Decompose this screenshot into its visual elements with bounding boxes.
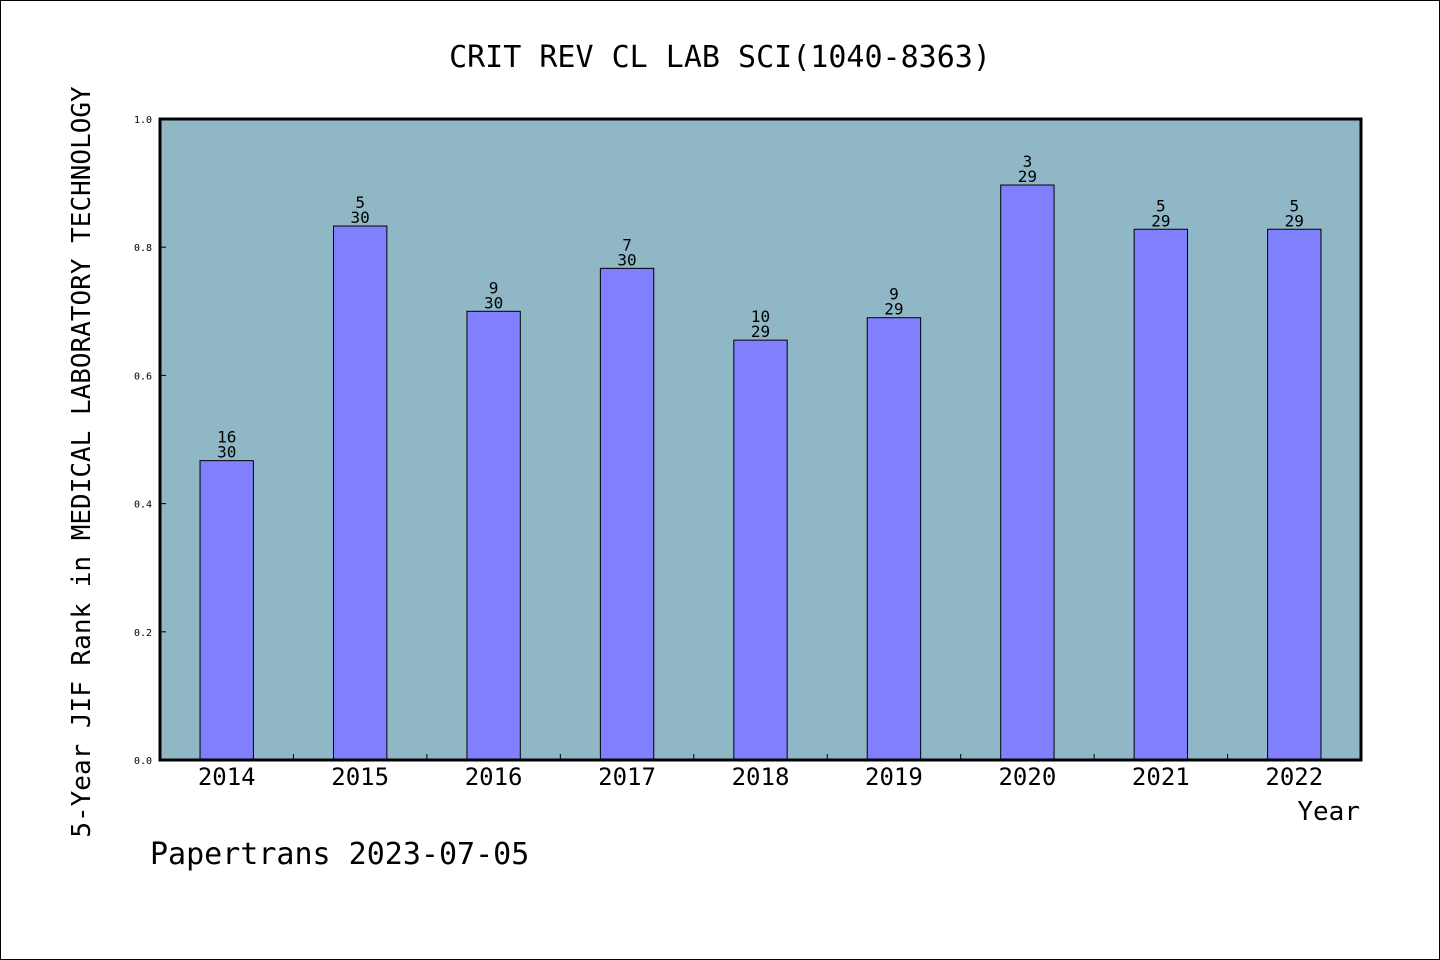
- bar-2019: [866, 317, 922, 761]
- bar-rank-label-2017: 7: [622, 235, 632, 254]
- x-tick-label-2022: 2022: [1265, 763, 1323, 791]
- chart-title: CRIT REV CL LAB SCI(1040-8363): [449, 40, 991, 75]
- y-tick-label: 0.4: [134, 500, 152, 511]
- bars-group: [199, 184, 1322, 761]
- x-tick-label-2014: 2014: [198, 763, 256, 791]
- x-tick-label-2021: 2021: [1132, 763, 1190, 791]
- x-ticks-group: 2014 2015 2016 2017 2018 2019 2020 2021 2022: [198, 754, 1323, 791]
- bar-total-label-2016: 30: [484, 293, 503, 312]
- bar-rank-label-2019: 9: [889, 285, 899, 304]
- bar-rank-label-2014: 16: [217, 428, 236, 447]
- bar-2018: [733, 339, 788, 761]
- footer-watermark: Papertrans 2023-07-05: [150, 837, 529, 872]
- x-tick-label-2015: 2015: [331, 763, 389, 791]
- x-tick-label-2019: 2019: [865, 763, 923, 791]
- bar-2017: [599, 267, 655, 761]
- y-tick-label: 0.2: [134, 628, 152, 639]
- x-axis-title: Year: [1297, 797, 1360, 827]
- bar-rank-label-2022: 5: [1289, 196, 1299, 215]
- bar-2022: [1267, 228, 1322, 761]
- plot-border: [158, 117, 1363, 762]
- bar-total-label-2020: 29: [1018, 167, 1037, 186]
- bar-total-label-2021: 29: [1151, 211, 1170, 230]
- bar-rank-label-2021: 5: [1156, 196, 1166, 215]
- x-tick-label-2016: 2016: [465, 763, 523, 791]
- bar-rank-label-2018: 10: [751, 307, 770, 326]
- x-tick-label-2020: 2020: [998, 763, 1056, 791]
- bar-2021: [1133, 228, 1189, 761]
- y-tick-label: 0.6: [134, 371, 152, 382]
- bar-total-label-2014: 30: [217, 443, 236, 462]
- bar-total-label-2019: 29: [884, 300, 903, 319]
- bar-2014: [199, 460, 254, 761]
- y-axis-title: 5-Year JIF Rank in MEDICAL LABORATORY TE…: [67, 86, 97, 838]
- y-tick-label: 0.8: [134, 243, 152, 254]
- bar-2016: [466, 310, 521, 761]
- x-tick-label-2017: 2017: [598, 763, 656, 791]
- bar-total-label-2017: 30: [617, 250, 636, 269]
- x-tick-label-2018: 2018: [732, 763, 790, 791]
- y-tick-label: 1.0: [134, 115, 152, 126]
- bar-2020: [1000, 184, 1055, 761]
- bar-2015: [332, 225, 388, 761]
- bar-rank-label-2016: 9: [489, 278, 499, 297]
- bar-rank-label-2020: 3: [1023, 152, 1033, 171]
- bar-total-label-2022: 29: [1285, 211, 1304, 230]
- bar-total-label-2018: 29: [751, 322, 770, 341]
- y-tick-label: 0.0: [134, 756, 152, 767]
- bar-total-label-2015: 30: [351, 208, 370, 227]
- bar-rank-label-2015: 5: [355, 193, 365, 212]
